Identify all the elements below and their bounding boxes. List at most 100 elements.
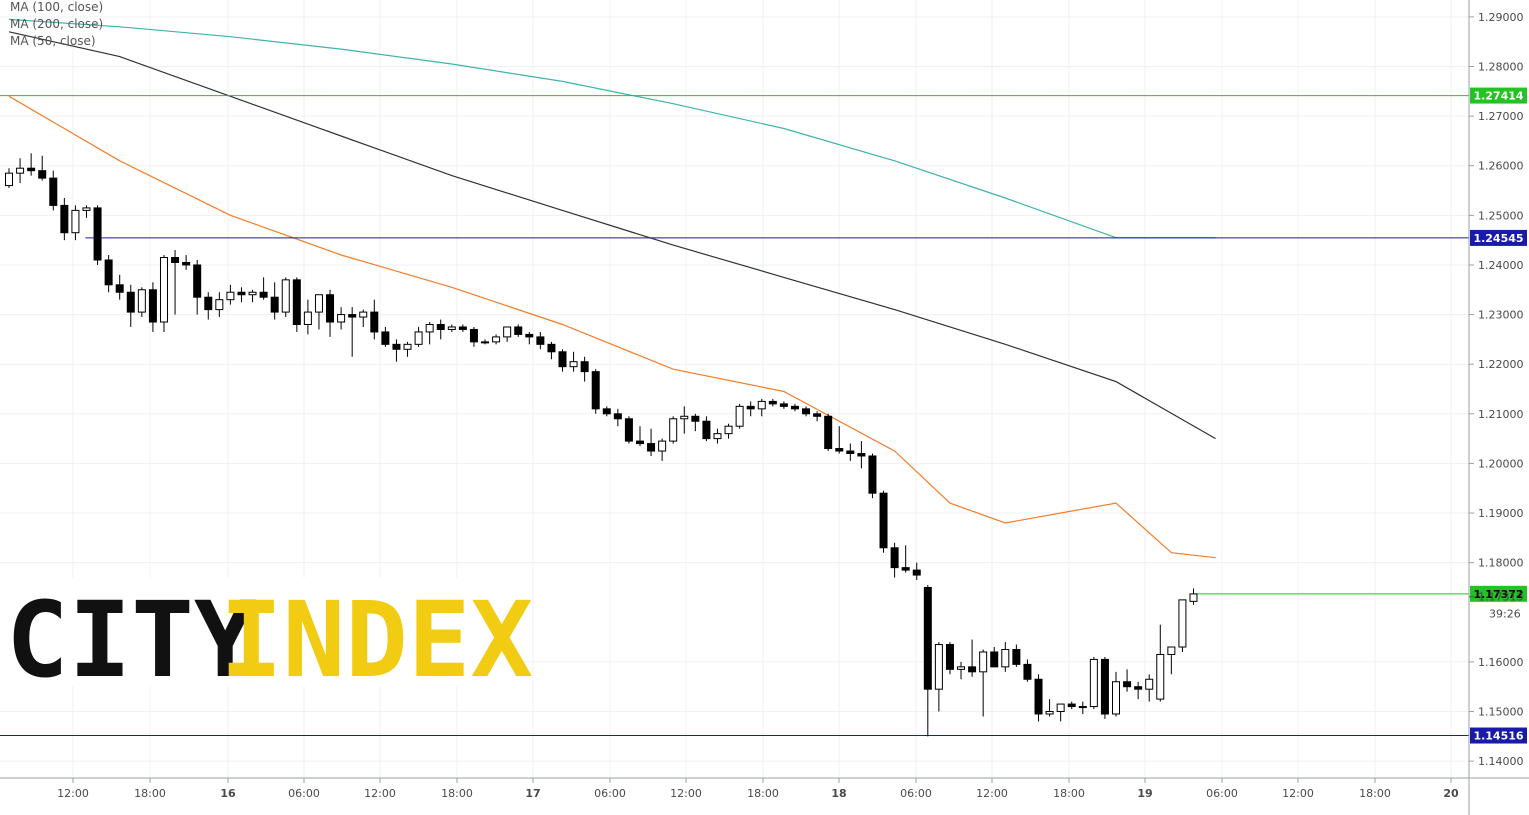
- candle-body-up: [1045, 711, 1054, 715]
- candle-body-down: [591, 371, 600, 410]
- candle-body-down: [536, 336, 545, 345]
- candle-body-down: [602, 408, 611, 415]
- candle-body-up: [757, 400, 766, 410]
- x-tick-label: 12:00: [1282, 787, 1314, 800]
- candle-body-up: [1056, 703, 1065, 713]
- candle-body-up: [569, 361, 578, 368]
- y-tick-label: 1.16000: [1478, 656, 1524, 669]
- candle-body-down: [115, 284, 124, 293]
- logo-background: [0, 578, 522, 686]
- candle-body-down: [613, 413, 622, 420]
- candle-body-down: [370, 311, 379, 333]
- candle-body-down: [104, 259, 113, 286]
- candle-body-down: [171, 257, 180, 263]
- candle-body-up: [447, 326, 456, 330]
- candle-body-up: [337, 314, 346, 323]
- candle-body-down: [790, 405, 799, 410]
- x-tick-label: 12:00: [670, 787, 702, 800]
- candle-body-down: [580, 361, 589, 373]
- moving-average-line: [8, 31, 1216, 440]
- candle-body-up: [1078, 706, 1087, 709]
- candle-body-up: [1145, 678, 1154, 690]
- y-tick-label: 1.24000: [1478, 259, 1524, 272]
- moving-average-line: [8, 95, 1216, 559]
- x-tick-label: 12:00: [364, 787, 396, 800]
- candle-body-down: [779, 403, 788, 407]
- candle-body-down: [558, 351, 567, 368]
- candle-body-up: [735, 405, 744, 427]
- candle-body-down: [326, 294, 335, 323]
- x-tick-label: 18:00: [1053, 787, 1085, 800]
- candle-body-up: [226, 291, 235, 301]
- candle-body-up: [957, 666, 966, 670]
- candle-body-up: [403, 343, 412, 350]
- horizontal-levels: [0, 95, 1469, 737]
- candle-body-down: [1067, 703, 1076, 708]
- y-tick-label: 1.28000: [1478, 60, 1524, 73]
- candle-body-up: [1089, 658, 1098, 708]
- countdown-label: 39:26: [1489, 608, 1521, 621]
- candle-body-up: [492, 336, 501, 343]
- candle-body-down: [126, 291, 135, 313]
- candle-body-down: [1023, 663, 1032, 680]
- candle-body-down: [835, 448, 844, 452]
- last-price-badge-bg: [1470, 585, 1527, 602]
- candle-body-down: [292, 279, 301, 325]
- y-tick-label: 1.19000: [1478, 507, 1524, 520]
- candle-body-down: [514, 326, 523, 335]
- city-index-logo: CITY INDEX: [0, 578, 533, 701]
- candle-body-down: [60, 204, 69, 234]
- candle-body-down: [868, 455, 877, 494]
- y-tick-label: 1.20000: [1478, 457, 1524, 470]
- y-tick-label: 1.23000: [1478, 309, 1524, 322]
- y-tick-label: 1.25000: [1478, 209, 1524, 222]
- x-tick-label: 20: [1443, 787, 1459, 800]
- candle-body-down: [436, 323, 445, 330]
- candle-body-up: [137, 289, 146, 313]
- level-badge-bg: [1470, 87, 1527, 104]
- candle-body-down: [890, 547, 899, 569]
- candle-body-up: [1167, 646, 1176, 655]
- level-badge-bg: [1470, 727, 1527, 744]
- x-tick-label: 18:00: [441, 787, 473, 800]
- candle-body-up: [303, 311, 312, 325]
- candle-body-up: [425, 323, 434, 333]
- candle-body-down: [746, 405, 755, 410]
- candle-body-down: [49, 177, 58, 206]
- candle-body-up: [1189, 593, 1198, 602]
- level-badge: 1.27414: [1473, 90, 1523, 103]
- price-marker-label: 1.17313: [1478, 591, 1524, 604]
- level-badge: 1.14516: [1473, 730, 1523, 743]
- candle-body-down: [392, 343, 401, 350]
- candle-body-down: [182, 261, 191, 266]
- legend-entry: MA (50, close): [10, 34, 96, 48]
- x-tick-label: 06:00: [900, 787, 932, 800]
- x-tick-label: 06:00: [594, 787, 626, 800]
- chart-grid: [0, 0, 1469, 778]
- candle-body-up: [979, 651, 988, 673]
- y-tick-label: 1.29000: [1478, 11, 1524, 24]
- candle-body-down: [525, 333, 534, 338]
- logo-word-index: INDEX: [220, 579, 533, 701]
- y-tick-label: 1.14000: [1478, 755, 1524, 768]
- candle-body-down: [824, 415, 833, 450]
- legend-entry: MA (100, close): [10, 0, 103, 14]
- candle-body-up: [1001, 648, 1010, 668]
- x-tick-label: 17: [525, 787, 540, 800]
- candle-body-up: [503, 326, 512, 338]
- candle-body-down: [768, 400, 777, 405]
- candle-body-up: [5, 172, 13, 187]
- x-tick-label: 18:00: [1359, 787, 1391, 800]
- candle-body-down: [469, 328, 478, 343]
- level-badge-bg: [1470, 229, 1527, 246]
- y-tick-label: 1.22000: [1478, 358, 1524, 371]
- candle-body-up: [16, 167, 25, 174]
- candle-body-up: [359, 311, 368, 318]
- x-tick-label: 06:00: [1206, 787, 1238, 800]
- y-tick-label: 1.27000: [1478, 110, 1524, 123]
- candle-body-up: [669, 418, 678, 442]
- y-tick-label: 1.21000: [1478, 408, 1524, 421]
- candle-body-up: [481, 341, 490, 344]
- moving-average-lines: [8, 18, 1216, 559]
- candle-body-down: [259, 291, 268, 298]
